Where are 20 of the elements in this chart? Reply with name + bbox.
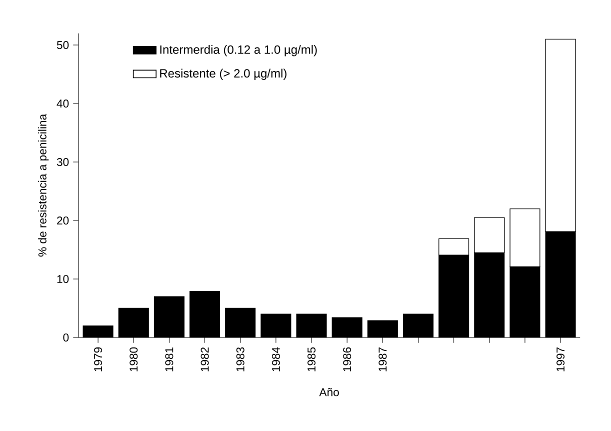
x-tick-label: 1980 bbox=[130, 347, 138, 372]
y-tick-label: 0 bbox=[63, 334, 69, 342]
y-tick-label: 10 bbox=[57, 275, 69, 284]
x-tick-label: 1983 bbox=[236, 347, 244, 372]
x-axis-title: Año bbox=[319, 388, 339, 396]
x-tick-label: 1985 bbox=[308, 347, 316, 372]
x-tick-label: 1979 bbox=[94, 347, 102, 372]
x-tick-label: 1984 bbox=[272, 347, 280, 372]
x-tick-label: 1986 bbox=[343, 347, 352, 372]
legend-label: Intermerdia (0.12 a 1.0 µg/ml) bbox=[160, 45, 317, 56]
y-tick-label: 30 bbox=[56, 158, 69, 166]
y-tick-label: 40 bbox=[56, 100, 69, 108]
y-tick-label: 20 bbox=[57, 216, 69, 225]
x-tick-label: 1987 bbox=[378, 348, 387, 372]
x-tick-label: 1982 bbox=[200, 348, 209, 372]
y-axis-title: % de resistencia a penicilina bbox=[38, 114, 49, 257]
legend-label: Resistente (> 2.0 µg/ml) bbox=[160, 68, 286, 80]
x-tick-label: 1981 bbox=[165, 347, 174, 372]
x-tick-label: 1997 bbox=[556, 348, 565, 372]
y-tick-label: 50 bbox=[56, 41, 69, 50]
